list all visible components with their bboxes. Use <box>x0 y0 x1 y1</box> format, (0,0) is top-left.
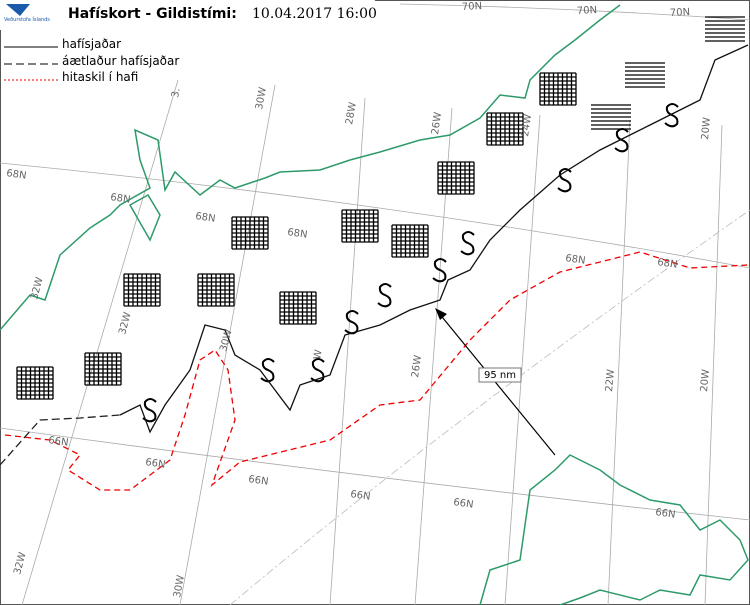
grid-label: 66N <box>145 457 167 471</box>
logo-mark <box>6 4 30 16</box>
grid-label: 26W <box>430 111 444 135</box>
graticule <box>0 3 750 605</box>
legend-label: áætlaður hafísjaðar <box>62 54 179 68</box>
grid-label: 68N <box>287 227 309 241</box>
estimated-ice-edge <box>0 414 121 466</box>
ice-hatch <box>84 352 122 386</box>
grid-label: 66N <box>655 507 677 521</box>
grid-label: W <box>312 349 325 361</box>
grid-label: 22W <box>604 369 617 393</box>
ice-hatch <box>486 112 524 146</box>
ice-hatch <box>197 273 235 307</box>
ice-hatch <box>16 366 54 400</box>
grid-label: 26W <box>410 354 424 378</box>
header: Veðurstofa Íslands Hafískort - Gildistím… <box>0 0 377 30</box>
ice-hatch <box>341 209 379 243</box>
grid-label: 30W <box>254 86 269 110</box>
grid-label: 3. <box>170 87 182 98</box>
ice-s-symbol <box>664 103 679 128</box>
ice-s-symbol <box>614 128 629 153</box>
grid-label: 68N <box>657 257 679 271</box>
ice-lines <box>705 16 745 42</box>
distance-label: 95 nm <box>484 370 516 381</box>
ice-s-symbol <box>460 231 475 256</box>
grid-label: 66N <box>48 435 70 449</box>
grid-label: 24W <box>520 113 534 137</box>
ice-s-symbol <box>260 358 275 383</box>
grid-label: 70N <box>577 5 598 17</box>
grid-label: 30W <box>172 574 187 598</box>
ice-s-symbol <box>557 168 572 193</box>
grid-label: 70N <box>670 7 691 19</box>
ice-edge <box>119 44 749 434</box>
coastline <box>0 4 749 605</box>
ice-s-symbol <box>377 283 392 308</box>
grid-label: 68N <box>195 211 217 225</box>
title: Hafískort - Gildistími: <box>68 6 237 22</box>
ice-hatch <box>279 291 317 325</box>
ice-s-symbol <box>142 398 157 423</box>
grid-label: 20W <box>699 369 712 393</box>
grid-label: 28W <box>344 101 359 125</box>
sea-front <box>4 251 749 491</box>
legend-label: hitaskil í hafi <box>62 70 138 84</box>
grid-label: 66N <box>248 474 270 488</box>
grid-label: 66N <box>350 489 372 503</box>
logo-text: Veðurstofa Íslands <box>4 16 50 23</box>
grid-label: 66N <box>453 497 475 511</box>
grid-label: 68N <box>6 168 28 182</box>
ice-lines <box>625 62 665 88</box>
ice-hatch <box>391 224 429 258</box>
distance-arrow: 95 nm <box>435 308 556 456</box>
grid-label: 70N <box>462 1 483 13</box>
ice-s-symbol <box>310 358 325 383</box>
ice-hatch <box>539 72 577 106</box>
legend: hafísjaðar áætlaður hafísjaðar hitaskil … <box>4 37 179 84</box>
ice-lines <box>591 104 631 130</box>
valid-time: 10.04.2017 16:00 <box>252 6 377 22</box>
ice-symbols <box>16 16 745 423</box>
grid-label: 20W <box>700 117 713 141</box>
ice-hatch <box>437 161 475 195</box>
legend-label: hafísjaðar <box>62 37 121 51</box>
grid-label: 68N <box>110 192 132 206</box>
grid-label: 68N <box>565 253 587 267</box>
ice-s-symbol <box>432 258 447 283</box>
ice-hatch <box>123 273 161 307</box>
ice-hatch <box>231 216 269 250</box>
